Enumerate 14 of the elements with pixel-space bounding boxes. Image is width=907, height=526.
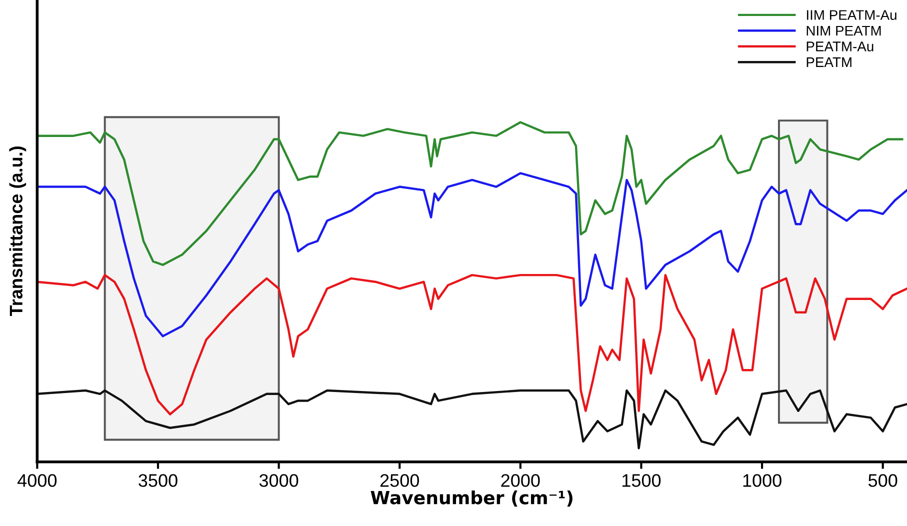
- x-tick-label: 2500: [380, 474, 419, 487]
- legend-label: PEATM-Au: [806, 42, 874, 52]
- x-tick-label: 4000: [18, 474, 57, 487]
- x-tick-label: 500: [868, 474, 898, 487]
- x-tick-label: 2000: [501, 474, 540, 487]
- legend-label: IIM PEATM-Au: [806, 10, 896, 20]
- x-axis-title: Wavenumber (cm⁻¹): [370, 490, 572, 507]
- legend-label: NIM PEATM: [806, 26, 881, 36]
- y-axis-title: Transmittance (a.u.): [9, 146, 26, 316]
- x-tick-label: 1000: [743, 474, 782, 487]
- x-tick-label: 3500: [138, 474, 178, 487]
- x-tick-label: 1500: [622, 474, 661, 487]
- legend-label: PEATM: [806, 57, 852, 67]
- x-tick-label: 3000: [259, 474, 298, 487]
